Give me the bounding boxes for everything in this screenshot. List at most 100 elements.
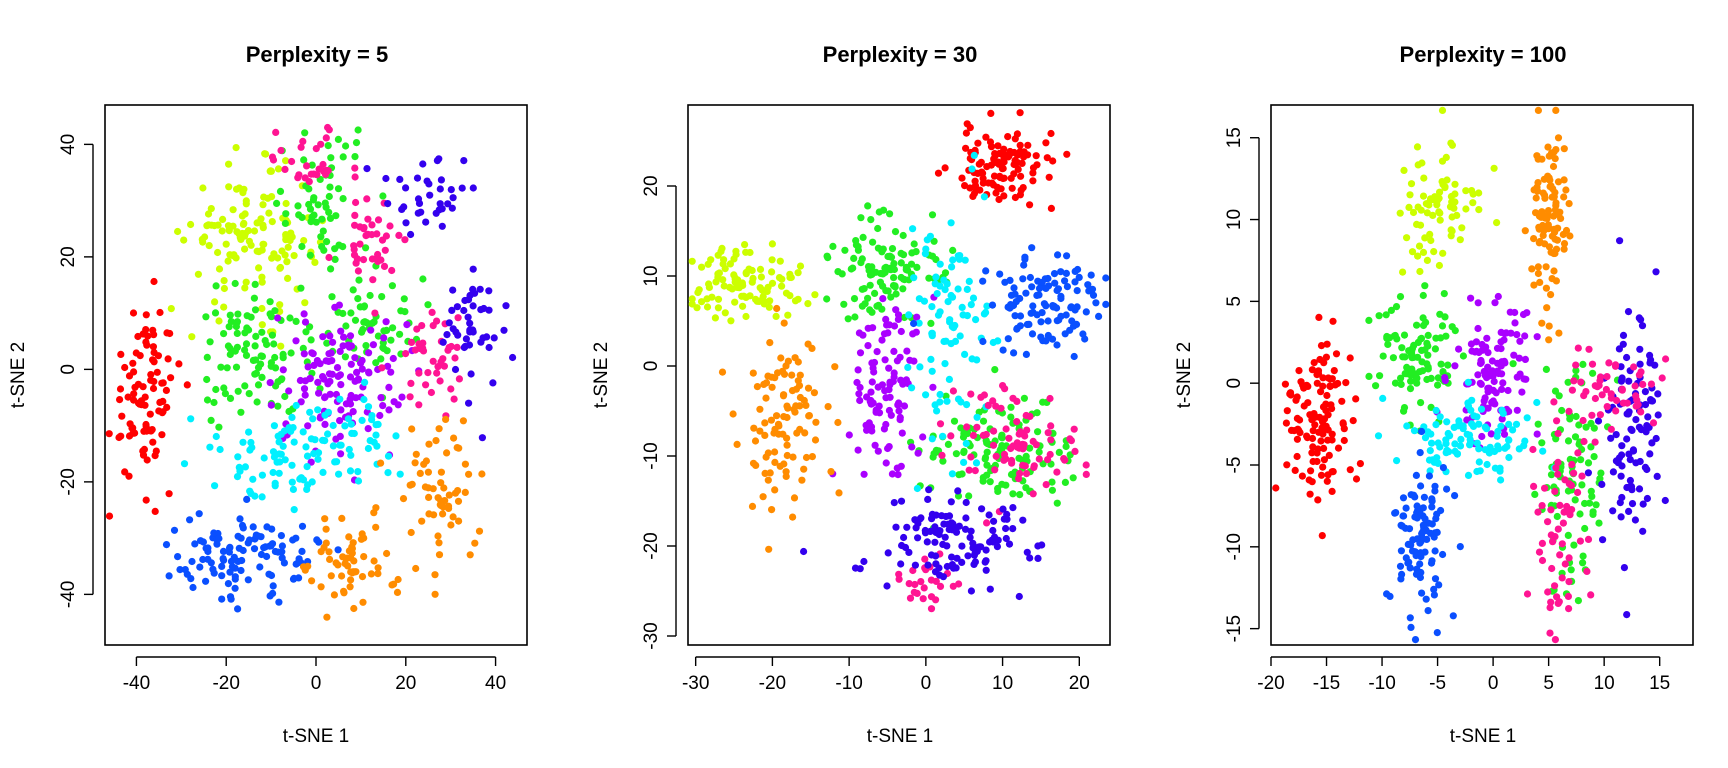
scatter-point <box>1046 450 1054 459</box>
x-tick-label: -20 <box>212 673 239 694</box>
scatter-point <box>928 367 936 375</box>
scatter-point <box>1403 234 1411 242</box>
scatter-point <box>1636 360 1644 368</box>
scatter-point <box>1004 335 1012 343</box>
scatter-point <box>989 441 998 449</box>
scatter-point <box>164 355 172 363</box>
scatter-point <box>1411 636 1420 644</box>
scatter-point <box>928 329 936 337</box>
scatter-point <box>1582 388 1590 396</box>
scatter-point <box>277 146 285 155</box>
scatter-point <box>407 528 415 537</box>
scatter-point <box>1070 425 1078 433</box>
scatter-point <box>1009 490 1017 498</box>
scatter-point <box>991 366 999 374</box>
scatter-point <box>869 238 877 246</box>
scatter-point <box>783 451 791 460</box>
scatter-point <box>958 542 966 550</box>
scatter-point <box>377 394 385 402</box>
scatter-point <box>884 329 892 337</box>
scatter-point <box>777 354 785 362</box>
scatter-point <box>189 583 197 592</box>
scatter-point <box>450 434 458 442</box>
scatter-point <box>952 450 961 458</box>
scatter-point <box>1605 359 1613 367</box>
x-tick-label: 20 <box>1069 673 1090 694</box>
scatter-point <box>388 282 396 290</box>
scatter-point <box>771 458 779 466</box>
scatter-point <box>303 463 311 471</box>
scatter-point <box>892 523 900 531</box>
scatter-point <box>1509 360 1517 368</box>
scatter-point <box>210 398 218 407</box>
scatter-point <box>354 295 362 303</box>
scatter-point <box>311 258 319 266</box>
scatter-point <box>1411 548 1419 556</box>
scatter-point <box>354 477 363 485</box>
scatter-point <box>384 452 393 460</box>
scatter-point <box>1570 469 1578 477</box>
scatter-point <box>197 537 205 545</box>
scatter-point <box>791 297 800 305</box>
scatter-point <box>266 298 274 306</box>
scatter-point <box>851 313 859 321</box>
scatter-point <box>332 212 340 220</box>
scatter-point <box>271 364 280 372</box>
scatter-point <box>908 249 916 257</box>
scatter-point <box>301 391 309 399</box>
scatter-point <box>142 311 150 319</box>
scatter-point <box>232 319 241 327</box>
scatter-point <box>767 416 776 424</box>
scatter-point <box>237 408 245 416</box>
scatter-point <box>1397 380 1405 388</box>
scatter-point <box>369 276 377 284</box>
scatter-point <box>428 308 436 316</box>
scatter-point <box>979 337 987 346</box>
scatter-point <box>362 342 370 350</box>
scatter-point <box>215 534 223 543</box>
scatter-point <box>748 266 756 275</box>
scatter-point <box>327 265 335 273</box>
scatter-point <box>1541 194 1549 202</box>
scatter-point <box>489 379 497 387</box>
y-tick-label: -40 <box>58 581 79 608</box>
scatter-point <box>1005 540 1014 548</box>
scatter-point <box>248 443 256 452</box>
scatter-point <box>239 438 247 446</box>
scatter-point <box>1443 418 1451 426</box>
scatter-point <box>298 522 307 530</box>
scatter-point <box>1533 430 1541 438</box>
scatter-point <box>887 253 896 261</box>
scatter-point <box>319 436 327 444</box>
scatter-point <box>1599 536 1607 544</box>
scatter-point <box>759 493 767 501</box>
scatter-point <box>962 144 970 152</box>
scatter-point <box>372 359 380 367</box>
scatter-point <box>370 509 378 517</box>
scatter-point <box>1035 448 1043 456</box>
scatter-point <box>245 536 254 544</box>
x-tick-label: -20 <box>759 673 786 694</box>
scatter-point <box>152 447 160 455</box>
scatter-point <box>1034 428 1042 436</box>
scatter-point <box>1062 311 1070 319</box>
scatter-point <box>901 543 910 552</box>
scatter-point <box>864 202 872 210</box>
scatter-point <box>1437 334 1445 342</box>
scatter-point <box>202 313 210 321</box>
scatter-point <box>788 371 796 379</box>
scatter-point <box>312 218 320 226</box>
scatter-point <box>768 240 777 248</box>
scatter-point <box>245 390 253 398</box>
scatter-point <box>430 511 438 519</box>
scatter-point <box>834 418 842 427</box>
scatter-point <box>731 298 739 306</box>
scatter-point <box>429 322 437 330</box>
scatter-point <box>852 237 860 245</box>
scatter-point <box>314 201 322 209</box>
scatter-point <box>140 445 148 453</box>
scatter-point <box>252 332 260 340</box>
scatter-point <box>411 346 419 354</box>
scatter-point <box>928 211 937 219</box>
scatter-point <box>415 199 424 207</box>
